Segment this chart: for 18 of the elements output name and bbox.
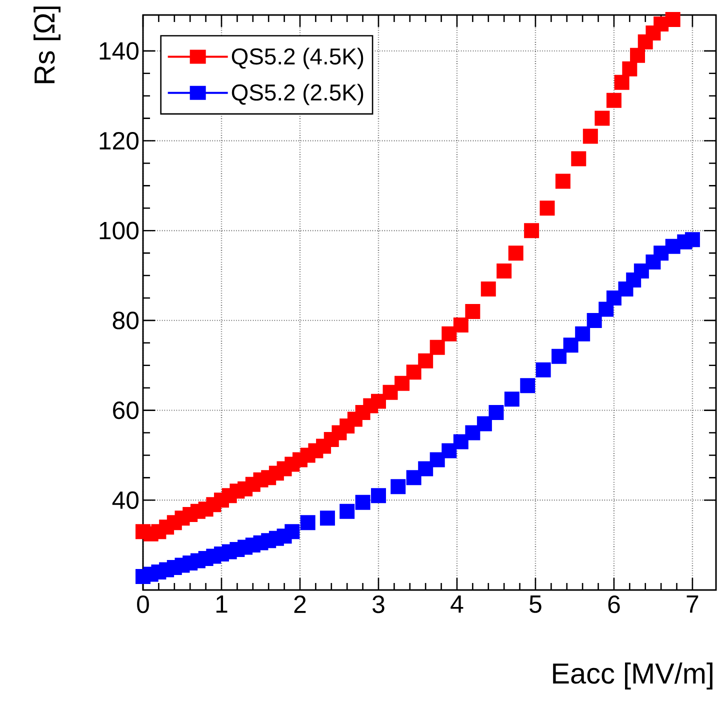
y-tick-label: 60 bbox=[113, 401, 139, 420]
y-tick-label: 140 bbox=[100, 42, 139, 60]
y-tick-label: 120 bbox=[100, 132, 139, 150]
legend-label: QS5.2 (2.5K) bbox=[232, 84, 364, 106]
x-tick-label: 3 bbox=[372, 596, 384, 614]
x-tick-label: 6 bbox=[608, 596, 620, 614]
x-tick-label: 2 bbox=[294, 596, 306, 613]
y-axis-title: Rs [Ω] bbox=[34, 6, 60, 84]
y-tick-label: 80 bbox=[112, 312, 139, 330]
x-tick-label: 0 bbox=[137, 596, 149, 614]
legend-label: QS5.2 (4.5K) bbox=[232, 48, 364, 70]
x-tick-label: 1 bbox=[216, 596, 228, 613]
x-tick-label: 5 bbox=[530, 596, 542, 613]
x-tick-label: 7 bbox=[686, 596, 698, 613]
x-tick-label: 4 bbox=[450, 596, 464, 613]
y-tick-label: 100 bbox=[100, 222, 139, 240]
y-tick-label: 40 bbox=[112, 491, 139, 509]
x-axis-title: Eacc [MV/m] bbox=[553, 662, 712, 690]
